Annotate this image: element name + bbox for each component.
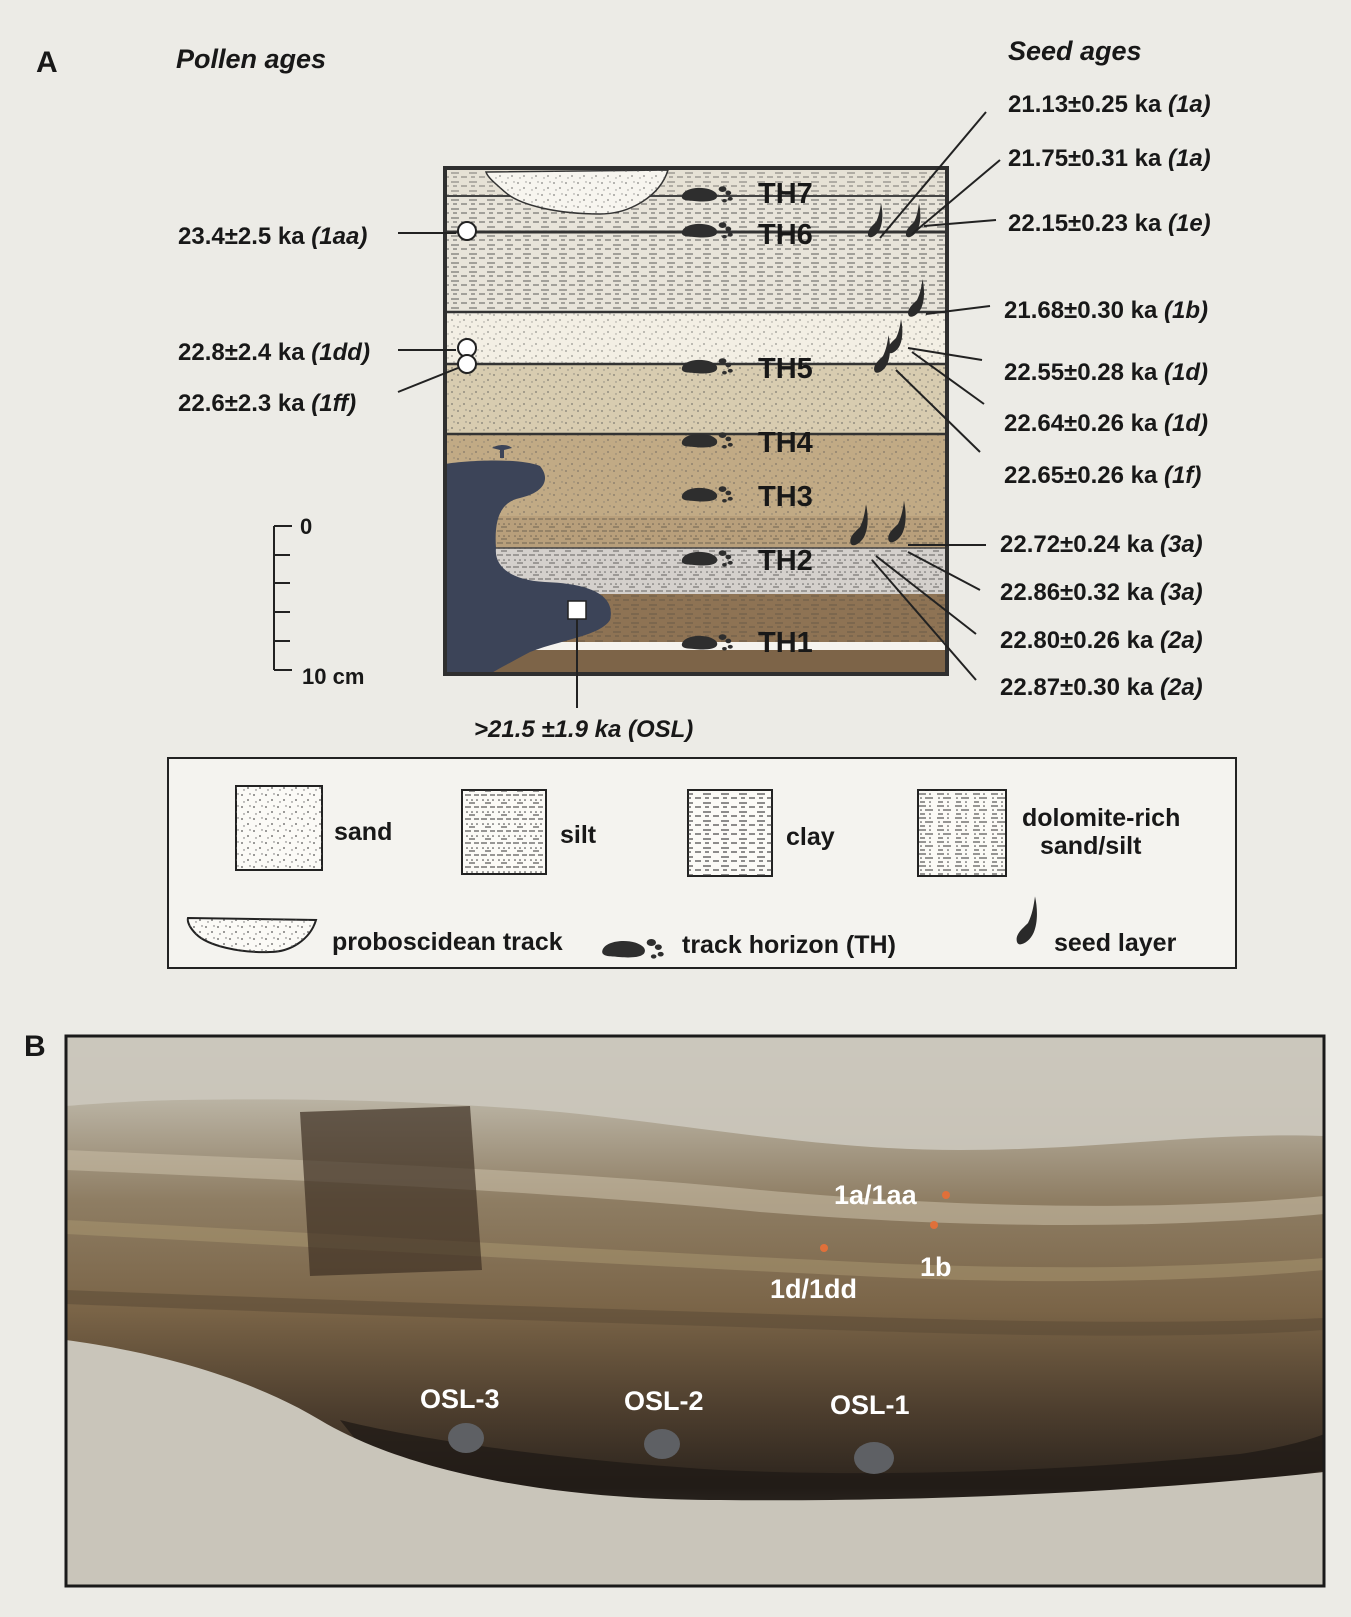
photo-label-1d-1dd: 1d/1dd	[770, 1274, 857, 1304]
th7-label: TH7	[758, 178, 813, 210]
seed-ages-title: Seed ages	[1008, 36, 1142, 66]
seed-age: 22.65±0.26 ka	[1004, 462, 1158, 489]
seed-sample-id: (1a)	[1168, 91, 1211, 118]
seed-sample-id: (1e)	[1168, 210, 1211, 237]
svg-text:22.8±2.4 ka (1dd): 22.8±2.4 ka (1dd)	[178, 339, 370, 366]
seed-sample-id: (2a)	[1160, 627, 1203, 654]
scale-bottom-label: 10 cm	[302, 664, 364, 689]
svg-text:22.86±0.32 ka (3a): 22.86±0.32 ka (3a)	[1000, 579, 1203, 606]
seed-sample-id: (1d)	[1164, 410, 1208, 437]
seed-age: 21.68±0.30 ka	[1004, 297, 1158, 324]
seed-age: 22.15±0.23 ka	[1008, 210, 1162, 237]
legend-clay-label: clay	[786, 823, 835, 851]
svg-text:22.80±0.26 ka (2a): 22.80±0.26 ka (2a)	[1000, 627, 1203, 654]
svg-text:23.4±2.5 ka (1aa): 23.4±2.5 ka (1aa)	[178, 223, 367, 250]
scale-top-label: 0	[300, 514, 312, 539]
seed-sample-id: (1d)	[1164, 359, 1208, 386]
scale-bar: 0 10 cm	[273, 514, 364, 689]
panel-b-letter: B	[24, 1030, 46, 1063]
th2-label: TH2	[758, 545, 813, 577]
svg-text:22.72±0.24 ka (3a): 22.72±0.24 ka (3a)	[1000, 531, 1203, 558]
photo-labels: 1a/1aa 1b 1d/1dd OSL-3 OSL-2 OSL-1	[420, 1180, 952, 1420]
seed-age: 21.75±0.31 ka	[1008, 145, 1162, 172]
legend-track-horizon-label: track horizon (TH)	[682, 931, 896, 959]
th3-label: TH3	[758, 481, 813, 513]
pollen-sample-id: (1aa)	[311, 223, 367, 250]
seed-sample-id: (2a)	[1160, 674, 1203, 701]
seed-age: 22.72±0.24 ka	[1000, 531, 1154, 558]
photo-label-osl-2: OSL-2	[624, 1386, 704, 1416]
svg-text:22.87±0.30 ka (2a): 22.87±0.30 ka (2a)	[1000, 674, 1203, 701]
legend-seed-layer-label: seed layer	[1054, 929, 1177, 957]
osl-marker: >21.5 ±1.9 ka (OSL)	[474, 600, 693, 743]
legend-dolomite-label-2: sand/silt	[1040, 832, 1142, 860]
pollen-sample-marker	[457, 221, 477, 241]
seed-sample-id: (3a)	[1160, 531, 1203, 558]
pollen-ages-title: Pollen ages	[176, 44, 326, 74]
pollen-sample-id: (1dd)	[311, 339, 370, 366]
svg-text:22.55±0.28 ka (1d): 22.55±0.28 ka (1d)	[1004, 359, 1208, 386]
seed-sample-id: (1f)	[1164, 462, 1201, 489]
photo-label-osl-3: OSL-3	[420, 1384, 500, 1414]
seed-age: 22.86±0.32 ka	[1000, 579, 1154, 606]
pollen-age-labels: 23.4±2.5 ka (1aa) 22.8±2.4 ka (1dd) 22.6…	[178, 223, 459, 417]
seed-age: 22.64±0.26 ka	[1004, 410, 1158, 437]
legend-dolomite-label-1: dolomite-rich	[1022, 804, 1180, 832]
th6-label: TH6	[758, 219, 813, 251]
seed-sample-id: (1a)	[1168, 145, 1211, 172]
pollen-age: 23.4±2.5 ka	[178, 223, 305, 250]
pollen-age: 22.8±2.4 ka	[178, 339, 305, 366]
track-horizons: TH7 TH6 TH5 TH4 TH3 TH2 TH1	[681, 178, 813, 659]
seed-age-labels: 21.13±0.25 ka (1a) 21.75±0.31 ka (1a) 22…	[871, 91, 1211, 701]
panel-a-letter: A	[36, 46, 58, 79]
photo-label-1b: 1b	[920, 1252, 952, 1282]
th1-label: TH1	[758, 627, 813, 659]
seed-age: 22.55±0.28 ka	[1004, 359, 1158, 386]
seed-sample-id: (1b)	[1164, 297, 1208, 324]
legend-silt-label: silt	[560, 821, 597, 849]
svg-text:21.68±0.30 ka (1b): 21.68±0.30 ka (1b)	[1004, 297, 1208, 324]
seed-age: 22.80±0.26 ka	[1000, 627, 1154, 654]
photo-label-1a-1aa: 1a/1aa	[834, 1180, 918, 1210]
legend-proboscidean-label: proboscidean track	[332, 928, 563, 956]
pollen-markers	[457, 221, 477, 374]
svg-text:21.75±0.31 ka (1a): 21.75±0.31 ka (1a)	[1008, 145, 1211, 172]
seed-age: 22.87±0.30 ka	[1000, 674, 1154, 701]
legend: sand silt clay dolomite-rich sand/silt p…	[167, 757, 1237, 969]
svg-text:22.15±0.23 ka (1e): 22.15±0.23 ka (1e)	[1008, 210, 1211, 237]
seed-sample-id: (3a)	[1160, 579, 1203, 606]
pollen-age: 22.6±2.3 ka	[178, 390, 305, 417]
pollen-sample-id: (1ff)	[311, 390, 356, 417]
seed-age: 21.13±0.25 ka	[1008, 91, 1162, 118]
svg-text:21.13±0.25 ka (1a): 21.13±0.25 ka (1a)	[1008, 91, 1211, 118]
stratigraphic-column	[443, 166, 949, 676]
svg-text:22.65±0.26 ka (1f): 22.65±0.26 ka (1f)	[1004, 462, 1201, 489]
field-photo	[64, 1034, 1326, 1588]
svg-text:22.6±2.3 ka (1ff): 22.6±2.3 ka (1ff)	[178, 390, 356, 417]
th4-label: TH4	[758, 427, 813, 459]
svg-text:22.64±0.26 ka (1d): 22.64±0.26 ka (1d)	[1004, 410, 1208, 437]
pollen-sample-marker	[457, 354, 477, 374]
photo-label-osl-1: OSL-1	[830, 1390, 910, 1420]
osl-age-label: >21.5 ±1.9 ka (OSL)	[474, 716, 693, 743]
th5-label: TH5	[758, 353, 813, 385]
legend-sand-label: sand	[334, 818, 392, 846]
